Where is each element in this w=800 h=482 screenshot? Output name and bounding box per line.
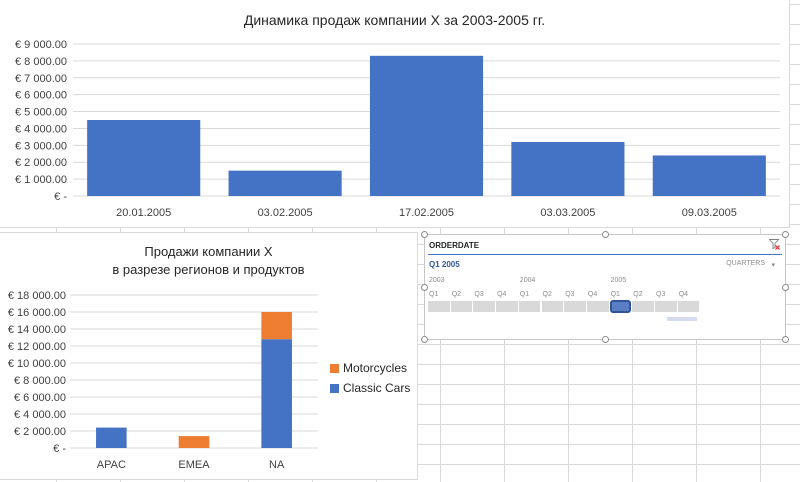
y-tick-label: € 16 000.00 [8, 307, 66, 319]
x-tick-label: EMEA [178, 459, 210, 471]
bar-03.02.2005 [228, 170, 342, 196]
bar-NA-classic-cars [261, 339, 292, 448]
resize-handle-right[interactable] [782, 284, 789, 291]
sales-dynamics-chart[interactable]: Динамика продаж компании X за 2003-2005 … [0, 0, 790, 228]
legend-swatch-motorcycles [330, 363, 339, 373]
timeline-period[interactable] [450, 301, 473, 312]
bar-NA-motorcycles [261, 312, 292, 340]
year-label: 2005 [610, 277, 627, 284]
quarter-label: Q1 [519, 291, 530, 298]
quarter-label: Q2 [542, 291, 552, 298]
chart2-title-line2: в разрезе регионов и продуктов [112, 262, 305, 277]
timeline-period[interactable] [473, 301, 496, 312]
bar-17.02.2005 [369, 55, 484, 197]
timeline-track[interactable] [428, 300, 700, 313]
resize-handle-left[interactable] [421, 284, 428, 291]
legend-label-motorcycles: Motorcycles [343, 361, 408, 375]
selected-range-label: Q1 2005 [429, 260, 460, 269]
y-tick-label: € 5 000.00 [15, 107, 67, 119]
quarter-label: Q3 [656, 291, 666, 298]
legend-swatch-classic-cars [330, 383, 339, 393]
quarter-label: Q2 [451, 291, 462, 298]
timeline-period[interactable] [496, 301, 518, 312]
chart2-plot: € - € 2 000.00 € 4 000.00 € 6 000.00 € 8 000… [8, 290, 318, 471]
timeline-period[interactable] [586, 301, 609, 312]
orderdate-timeline-slicer[interactable]: ORDERDATE Q1 2005 QUARTERS ▾ 2003 2004 200… [421, 231, 789, 343]
timeline-period[interactable] [428, 301, 450, 312]
y-tick-label: € - [54, 191, 67, 203]
y-tick-label: € 9 000.00 [15, 39, 67, 51]
time-level-dropdown[interactable]: QUARTERS [726, 260, 765, 267]
x-tick-label: APAC [97, 459, 126, 471]
resize-handle-bottom-left[interactable] [421, 336, 428, 343]
quarter-label: Q4 [497, 291, 507, 298]
y-tick-label: € 12 000.00 [8, 341, 66, 353]
slicer-title: ORDERDATE [429, 241, 480, 250]
y-tick-label: € - [53, 443, 66, 455]
y-tick-label: € 8 000.00 [15, 56, 67, 68]
quarter-label: Q4 [587, 291, 598, 298]
legend-item-motorcycles: Motorcycles [330, 358, 410, 378]
y-tick-label: € 1 000.00 [15, 174, 67, 186]
timeline-period[interactable] [655, 301, 677, 312]
timeline-period[interactable] [632, 301, 654, 312]
resize-handle-bottom-right[interactable] [782, 336, 789, 343]
y-tick-label: € 3 000.00 [15, 140, 67, 152]
y-tick-label: € 7 000.00 [15, 73, 67, 85]
timeline-period[interactable] [541, 301, 564, 312]
y-tick-label: € 14 000.00 [8, 324, 66, 336]
y-tick-label: € 8 000.00 [14, 375, 66, 387]
y-tick-label: € 2 000.00 [14, 426, 66, 438]
y-tick-label: € 6 000.00 [15, 90, 67, 102]
quarter-label: Q3 [474, 291, 484, 298]
timeline-selected-period[interactable] [609, 300, 632, 313]
x-tick-label: 03.03.2005 [540, 207, 595, 219]
x-tick-label: 20.01.2005 [116, 207, 171, 219]
chart2-title: Продажи компании X в разрезе регионов и … [0, 243, 417, 279]
quarter-label: Q2 [633, 291, 643, 298]
resize-handle-bottom[interactable] [602, 336, 609, 343]
legend-label-classic-cars: Classic Cars [343, 381, 411, 395]
chart1-plot: € - € 1 000.00 € 2 000.00 € 3 000.00 € 4 000… [15, 39, 780, 219]
bar-APAC-classic-cars [96, 427, 127, 448]
resize-handle-top[interactable] [602, 231, 609, 238]
bar-03.03.2005 [511, 141, 625, 196]
bar-EMEA-motorcycles [178, 436, 210, 448]
chart1-title: Динамика продаж компании X за 2003-2005 … [243, 12, 546, 28]
clear-filter-icon[interactable] [769, 239, 780, 250]
x-tick-label: 17.02.2005 [399, 207, 454, 219]
bar-09.03.2005 [652, 155, 766, 196]
timeline-period[interactable] [518, 301, 541, 312]
y-tick-label: € 2 000.00 [15, 157, 67, 169]
y-tick-label: € 6 000.00 [14, 392, 66, 404]
y-tick-label: € 18 000.00 [8, 290, 66, 302]
quarter-label: Q1 [610, 291, 620, 298]
y-tick-label: € 4 000.00 [15, 123, 67, 135]
y-tick-label: € 4 000.00 [14, 409, 66, 421]
x-tick-label: 03.02.2005 [258, 207, 313, 219]
quarter-label: Q4 [678, 291, 689, 298]
timeline-scrollbar[interactable] [667, 317, 697, 321]
slicer-header-divider [428, 254, 782, 255]
chart2-title-line1: Продажи компании X [144, 244, 273, 259]
x-tick-label: 09.03.2005 [682, 207, 737, 219]
y-tick-label: € 10 000.00 [8, 358, 66, 370]
region-product-chart[interactable]: Продажи компании X в разрезе регионов и … [0, 232, 418, 480]
legend-item-classic-cars: Classic Cars [330, 378, 410, 398]
year-label: 2004 [519, 277, 536, 284]
chart2-legend: Motorcycles Classic Cars [330, 358, 410, 398]
resize-handle-top-left[interactable] [421, 231, 428, 238]
quarter-label: Q3 [565, 291, 575, 298]
chevron-down-icon[interactable]: ▾ [771, 262, 775, 269]
year-label: 2003 [429, 277, 445, 284]
bar-20.01.2005 [87, 120, 201, 196]
timeline-period[interactable] [564, 301, 586, 312]
resize-handle-top-right[interactable] [782, 231, 789, 238]
x-tick-label: NA [269, 459, 285, 471]
timeline-period[interactable] [677, 301, 700, 312]
quarter-label: Q1 [429, 291, 439, 298]
